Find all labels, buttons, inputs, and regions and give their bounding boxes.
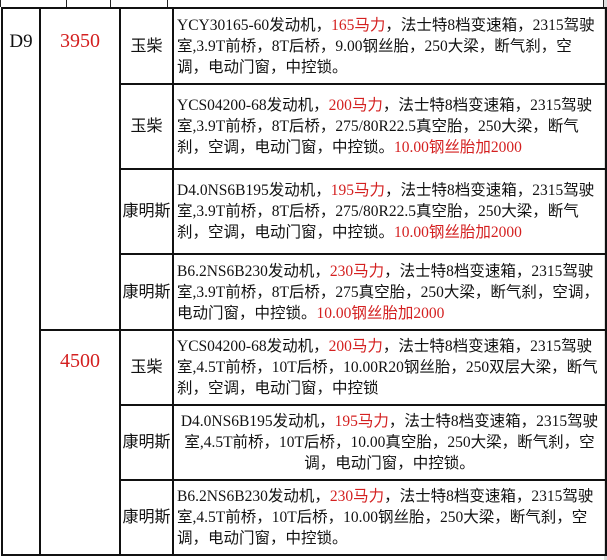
engine-brand-cell: 康明斯: [119, 253, 174, 331]
table-row: D9 3950 玉柴 YCY30165-60发动机，165马力，法士特8档变速箱，23…: [1, 7, 607, 556]
highlighted-text: 195马力: [334, 413, 389, 430]
highlighted-text: 200马力: [328, 338, 383, 355]
table-row: 康明斯 B6.2NS6B230发动机，230马力，法士特8档变速箱，2315驾驶室…: [2, 253, 607, 331]
description-text: YCS04200-68发动机，: [177, 338, 329, 355]
highlighted-text: 230马力: [329, 488, 385, 505]
description-text: ，法士特8档变速箱，2315驾驶室,3.9T前桥，8T后桥，275/80R22.…: [177, 97, 593, 156]
model-cell: D9: [1, 7, 41, 556]
highlighted-text: 10.00钢丝胎加2000: [394, 224, 522, 241]
description-text: YCS04200-68发动机，: [177, 97, 329, 114]
description-text: D4.0NS6B195发动机，: [180, 413, 335, 430]
description-text: ，法士特8档变速箱，2315驾驶室,3.9T前桥，8T后桥，275/80R22.…: [177, 182, 595, 241]
table-row: 4500 玉柴 YCS04200-68发动机，200马力，法士特8档变速箱，2315…: [2, 329, 607, 556]
highlighted-text: 10.00钢丝胎加2000: [394, 139, 522, 156]
previous-row-fragment: [0, 0, 604, 7]
description-text: YCY30165-60发动机，: [177, 16, 332, 34]
engine-brand-cell: 康明斯: [119, 404, 174, 481]
engine-brand-cell: 玉柴: [119, 83, 174, 170]
engine-brand-cell: 康明斯: [119, 168, 174, 255]
config-description-cell: YCY30165-60发动机，165马力，法士特8档变速箱，2315驾驶室,3.…: [172, 7, 607, 85]
engine-brand-cell: 康明斯: [119, 479, 174, 556]
engine-brand-cell: 玉柴: [119, 329, 174, 406]
engine-brand-cell: 玉柴: [119, 7, 174, 85]
description-text: ，法士特8档变速箱，2315驾驶室,3.9T前桥，8T后桥，275真空胎，250…: [177, 262, 599, 322]
table-row: 康明斯 B6.2NS6B230发动机，230马力，法士特8档变速箱，2315驾驶室…: [2, 479, 607, 556]
config-description-cell: B6.2NS6B230发动机，230马力，法士特8档变速箱，2315驾驶室,3.…: [172, 253, 607, 331]
description-text: ，法士特8档变速箱，2315驾驶室,4.5T前桥，10T后桥，10.00钢丝胎，…: [177, 488, 594, 547]
description-text: B6.2NS6B230发动机，: [177, 488, 330, 505]
description-text: ，法士特8档变速箱，2315驾驶室,4.5T前桥，10T后桥，10.00真空胎，…: [184, 413, 599, 472]
config-description-cell: D4.0NS6B195发动机，195马力，法士特8档变速箱，2315驾驶室,3.…: [172, 168, 607, 255]
highlighted-text: 200马力: [328, 97, 383, 114]
description-text: ，法士特8档变速箱，2315驾驶室,3.9T前桥，8T后桥，9.00钢丝胎，25…: [177, 16, 595, 76]
config-description-cell: B6.2NS6B230发动机，230马力，法士特8档变速箱，2315驾驶室,4.…: [172, 479, 607, 556]
config-description-cell: YCS04200-68发动机，200马力，法士特8档变速箱，2315驾驶室,3.…: [172, 83, 607, 170]
highlighted-text: 165马力: [331, 16, 386, 34]
table-row: 康明斯 D4.0NS6B195发动机，195马力，法士特8档变速箱，2315驾驶室…: [2, 168, 607, 255]
table-row: 玉柴 YCS04200-68发动机，200马力，法士特8档变速箱，2315驾驶室,…: [2, 83, 607, 170]
highlighted-text: 230马力: [329, 262, 385, 280]
description-text: ，法士特8档变速箱，2315驾驶室,4.5T前桥，10T后桥，10.00R20钢…: [177, 338, 598, 397]
description-text: B6.2NS6B230发动机，: [177, 262, 330, 280]
price-cell: 3950: [39, 7, 121, 331]
price-cell: 4500: [39, 329, 121, 556]
description-text: D4.0NS6B195发动机，: [177, 182, 331, 199]
table-row: 康明斯 D4.0NS6B195发动机，195马力，法士特8档变速箱，2315驾驶室…: [2, 404, 607, 481]
config-description-cell: YCS04200-68发动机，200马力，法士特8档变速箱，2315驾驶室,4.…: [172, 329, 607, 406]
highlighted-text: 195马力: [330, 182, 385, 199]
config-description-cell: D4.0NS6B195发动机，195马力，法士特8档变速箱，2315驾驶室,4.…: [172, 404, 607, 481]
price-table: D9 3950 玉柴 YCY30165-60发动机，165马力，法士特8档变速箱，23…: [1, 7, 607, 556]
highlighted-text: 10.00钢丝胎加2000: [316, 304, 445, 322]
